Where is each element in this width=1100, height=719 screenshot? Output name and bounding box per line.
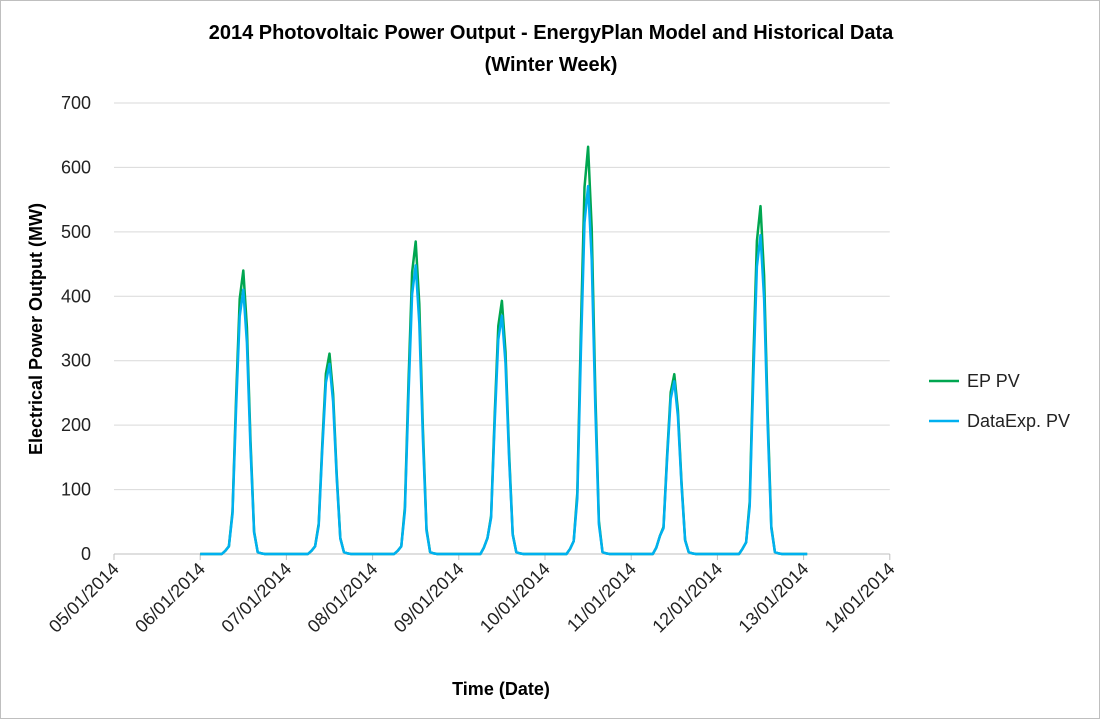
legend: EP PV DataExp. PV bbox=[929, 371, 1070, 431]
legend-label-dataexp-pv: DataExp. PV bbox=[967, 411, 1070, 431]
x-tick-label: 06/01/2014 bbox=[131, 559, 209, 637]
x-tick-label: 14/01/2014 bbox=[821, 559, 899, 637]
x-tick-label: 07/01/2014 bbox=[217, 559, 295, 637]
y-axis-title: Electrical Power Output (MW) bbox=[26, 203, 46, 455]
x-tick-label: 05/01/2014 bbox=[45, 559, 123, 637]
y-tick-label: 200 bbox=[61, 415, 91, 435]
y-tick-label: 300 bbox=[61, 351, 91, 371]
legend-label-ep-pv: EP PV bbox=[967, 371, 1020, 391]
y-tick-label: 100 bbox=[61, 480, 91, 500]
x-tick-label: 08/01/2014 bbox=[304, 559, 382, 637]
chart-title: 2014 Photovoltaic Power Output - EnergyP… bbox=[209, 22, 894, 44]
series-line-dataexp-pv bbox=[200, 184, 808, 556]
x-tick-label: 11/01/2014 bbox=[563, 559, 640, 636]
x-tick-label: 13/01/2014 bbox=[735, 559, 813, 637]
x-tick-label: 12/01/2014 bbox=[648, 559, 726, 637]
y-tick-label: 600 bbox=[61, 157, 91, 177]
y-tick-label: 500 bbox=[61, 222, 91, 242]
chart-subtitle: (Winter Week) bbox=[485, 54, 618, 76]
y-tick-label: 400 bbox=[61, 286, 91, 306]
x-axis-title: Time (Date) bbox=[452, 679, 550, 699]
x-tick-label: 10/01/2014 bbox=[476, 559, 554, 637]
y-tick-label: 700 bbox=[61, 93, 91, 113]
y-tick-label: 0 bbox=[81, 544, 91, 564]
x-tick-label: 09/01/2014 bbox=[390, 559, 468, 637]
